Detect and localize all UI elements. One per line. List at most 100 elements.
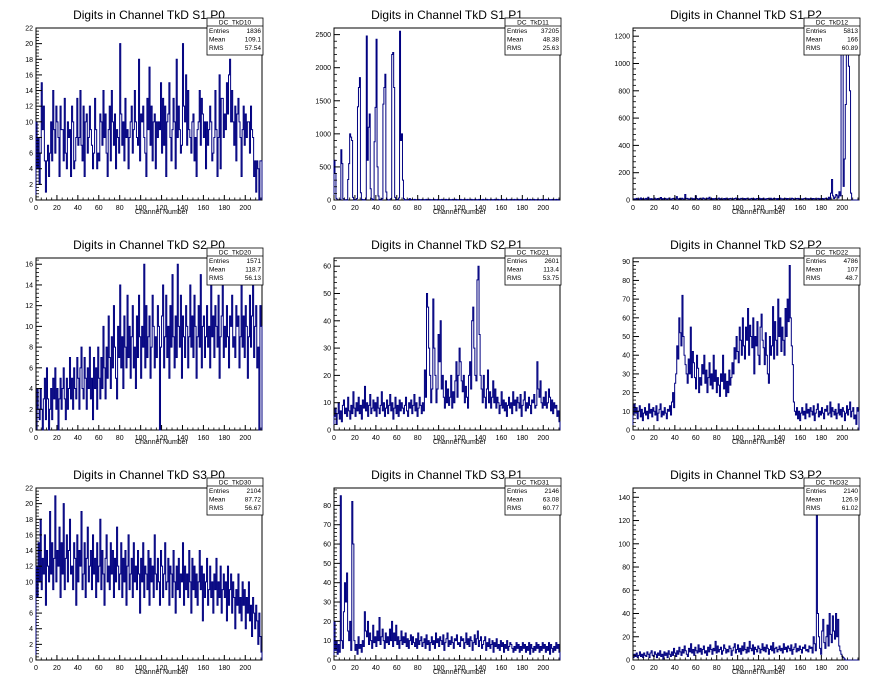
x-tick-label: 20 xyxy=(53,435,61,442)
panel-title: Digits in Channel TkD S1 P0 xyxy=(73,8,225,22)
x-tick-label: 120 xyxy=(753,435,765,442)
x-tick-label: 0 xyxy=(332,665,336,672)
stats-mean-label: Mean xyxy=(507,267,524,274)
x-tick-label: 60 xyxy=(393,435,401,442)
y-tick-label: 8 xyxy=(29,595,33,602)
x-tick-label: 180 xyxy=(815,435,827,442)
x-tick-label: 140 xyxy=(177,205,189,212)
x-tick-label: 200 xyxy=(239,205,251,212)
y-tick-label: 12 xyxy=(25,303,33,310)
stats-mean-label: Mean xyxy=(806,497,823,504)
y-tick-label: 50 xyxy=(323,291,331,298)
y-tick-label: 14 xyxy=(25,88,33,95)
x-tick-label: 200 xyxy=(537,665,549,672)
y-tick-label: 60 xyxy=(323,264,331,271)
y-tick-label: 0 xyxy=(626,428,630,435)
histogram-line xyxy=(333,265,561,430)
y-tick-label: 120 xyxy=(618,518,630,525)
x-tick-label: 120 xyxy=(156,205,168,212)
y-tick-label: 70 xyxy=(323,522,331,529)
x-tick-label: 20 xyxy=(53,205,61,212)
y-tick-label: 1000 xyxy=(315,131,331,138)
stats-rms-label: RMS xyxy=(806,275,821,282)
y-tick-label: 80 xyxy=(323,503,331,510)
histogram-panel: Digits in Channel TkD S2 P10 20 40 60 80 100 1… xyxy=(323,238,562,446)
histogram-panel: Digits in Channel TkD S1 P1 0 20 40 60 80 100 1… xyxy=(315,8,562,216)
y-tick-label: 30 xyxy=(323,346,331,353)
stats-mean-label: Mean xyxy=(507,37,524,44)
y-tick-label: 16 xyxy=(25,262,33,269)
y-tick-label: 10 xyxy=(25,579,33,586)
x-tick-label: 160 xyxy=(496,205,508,212)
x-tick-label: 40 xyxy=(372,435,380,442)
histogram-line xyxy=(36,263,263,431)
x-tick-label: 0 xyxy=(332,205,336,212)
x-tick-label: 180 xyxy=(516,205,528,212)
x-tick-label: 160 xyxy=(496,435,508,442)
x-tick-label: 0 xyxy=(631,665,635,672)
y-tick-label: 60 xyxy=(622,315,630,322)
y-tick-label: 12 xyxy=(25,104,33,111)
x-tick-label: 160 xyxy=(795,435,807,442)
x-tick-label: 40 xyxy=(74,205,82,212)
stats-mean-label: Mean xyxy=(806,37,823,44)
stats-rms-value: 61.02 xyxy=(842,505,859,512)
stats-mean-label: Mean xyxy=(209,267,226,274)
y-tick-label: 4 xyxy=(29,626,33,633)
histogram-panel: Digits in Channel TkD S1 P2 0 20 40 60 80 100 1… xyxy=(614,8,861,216)
y-tick-label: 1500 xyxy=(315,98,331,105)
x-tick-label: 140 xyxy=(177,665,189,672)
histogram-panel: Digits in Channel TkD S2 P00 20 40 60 80 100 1… xyxy=(25,238,264,446)
y-tick-label: 14 xyxy=(25,548,33,555)
x-axis-label: Channel Number xyxy=(732,669,786,676)
y-tick-label: 50 xyxy=(323,561,331,568)
stats-mean-value: 107 xyxy=(847,267,858,274)
x-tick-label: 100 xyxy=(433,435,445,442)
x-tick-label: 80 xyxy=(713,665,721,672)
y-tick-label: 400 xyxy=(618,143,630,150)
x-tick-label: 80 xyxy=(116,435,124,442)
y-tick-label: 10 xyxy=(323,400,331,407)
stats-rms-label: RMS xyxy=(507,275,522,282)
x-tick-label: 100 xyxy=(433,205,445,212)
y-tick-label: 100 xyxy=(618,541,630,548)
x-tick-label: 100 xyxy=(433,665,445,672)
y-tick-label: 90 xyxy=(622,259,630,266)
y-tick-label: 20 xyxy=(323,373,331,380)
x-axis-label: Channel Number xyxy=(135,209,189,216)
y-tick-label: 0 xyxy=(626,198,630,205)
plot-frame xyxy=(333,257,561,431)
x-tick-label: 20 xyxy=(650,665,658,672)
x-tick-label: 160 xyxy=(198,435,210,442)
stats-rms-label: RMS xyxy=(507,45,522,52)
x-tick-label: 0 xyxy=(34,205,38,212)
y-tick-label: 0 xyxy=(29,198,33,205)
histogram-line xyxy=(632,496,859,661)
panel-title: Digits in Channel TkD S2 P2 xyxy=(670,238,822,252)
x-tick-label: 40 xyxy=(372,205,380,212)
panel-title: Digits in Channel TkD S2 P1 xyxy=(371,238,523,252)
x-tick-label: 120 xyxy=(753,205,765,212)
x-tick-label: 0 xyxy=(34,665,38,672)
stats-rms-value: 56.67 xyxy=(245,505,262,512)
stats-rms-value: 48.7 xyxy=(845,275,858,282)
x-tick-label: 180 xyxy=(516,435,528,442)
histogram-panel: Digits in Channel TkD S3 P10 20 40 60 80 100 1… xyxy=(323,468,562,676)
stats-rms-value: 57.54 xyxy=(245,45,262,52)
x-tick-label: 20 xyxy=(650,205,658,212)
x-tick-label: 40 xyxy=(671,205,679,212)
x-axis-label: Channel Number xyxy=(135,669,189,676)
x-tick-label: 40 xyxy=(671,435,679,442)
x-axis-label: Channel Number xyxy=(433,669,487,676)
stats-name: DC_TkD20 xyxy=(219,250,252,257)
y-tick-label: 20 xyxy=(622,634,630,641)
histogram-panel: Digits in Channel TkD S3 P00 20 40 60 80 100 1… xyxy=(25,468,264,676)
x-tick-label: 80 xyxy=(713,435,721,442)
x-tick-label: 200 xyxy=(239,435,251,442)
x-tick-label: 200 xyxy=(836,665,848,672)
y-tick-label: 10 xyxy=(25,119,33,126)
